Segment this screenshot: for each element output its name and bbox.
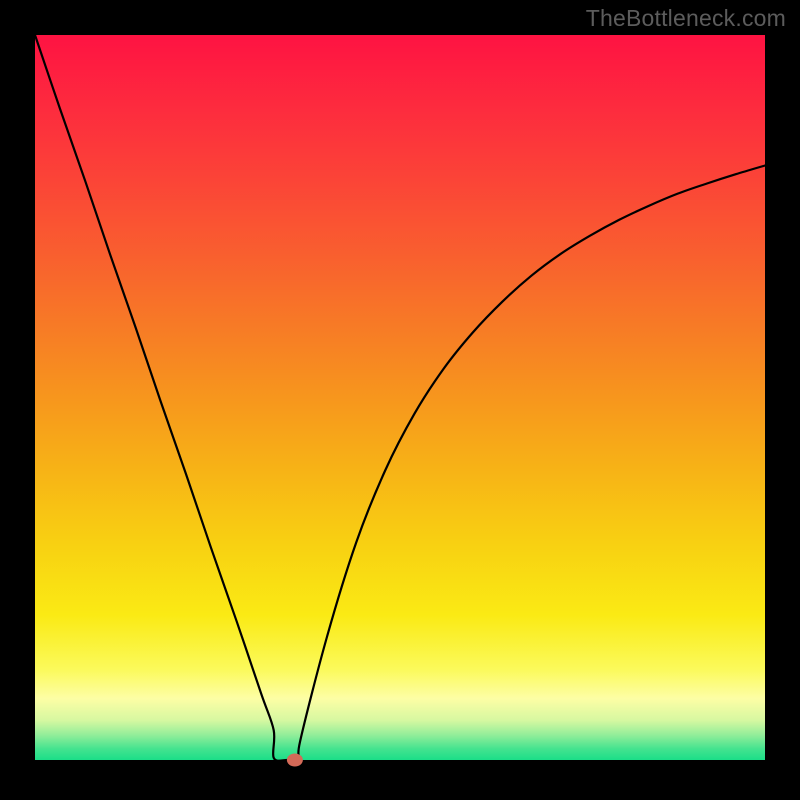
bottleneck-chart: TheBottleneck.com (0, 0, 800, 800)
chart-canvas (0, 0, 800, 800)
watermark-text: TheBottleneck.com (586, 5, 786, 32)
